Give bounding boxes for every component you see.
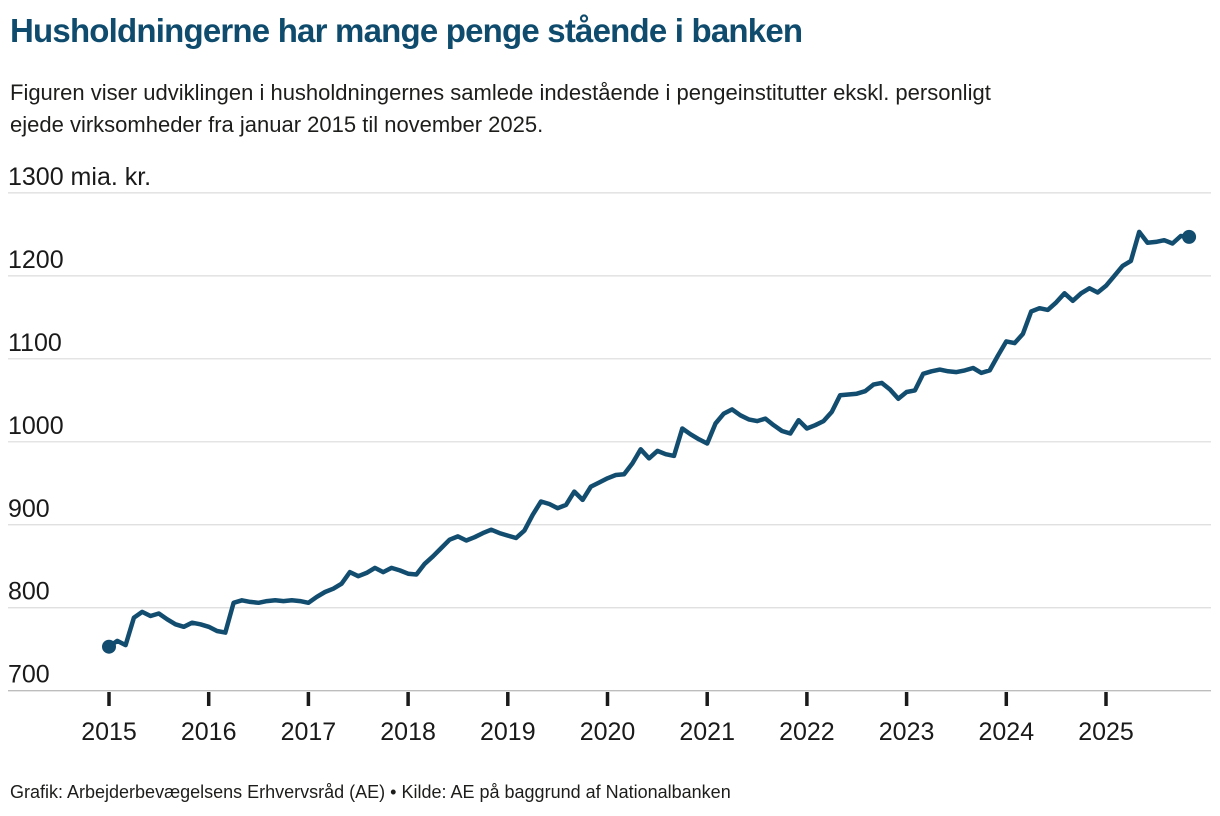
chart-subtitle: Figuren viser udviklingen i husholdninge… [10, 77, 991, 141]
x-axis-label: 2018 [380, 718, 436, 746]
chart-subtitle-line1: Figuren viser udviklingen i husholdninge… [10, 80, 991, 105]
y-axis-label: 1000 [8, 412, 64, 440]
x-axis-label: 2022 [779, 718, 835, 746]
x-axis-label: 2019 [480, 718, 536, 746]
y-axis-label: 700 [8, 661, 50, 689]
start-point-dot [102, 639, 116, 654]
chart-subtitle-line2: ejede virksomheder fra januar 2015 til n… [10, 112, 544, 137]
chart-title: Husholdningerne har mange penge stående … [10, 12, 803, 49]
y-axis-label: 1100 [8, 329, 62, 357]
y-axis-label: 900 [8, 495, 50, 523]
credit-source-line: Grafik: Arbejderbevægelsens Erhvervsråd … [10, 782, 731, 802]
end-point-dot [1182, 229, 1197, 244]
y-axis-label: 1200 [8, 246, 64, 274]
x-axis-label: 2023 [879, 718, 935, 746]
x-axis-label: 2020 [580, 718, 636, 746]
y-axis-label: 800 [8, 578, 50, 606]
x-axis-label: 2017 [281, 718, 337, 746]
x-axis-label: 2024 [978, 718, 1034, 746]
x-axis-label: 2021 [679, 718, 735, 746]
x-axis-label: 2016 [181, 718, 237, 746]
x-axis-label: 2025 [1078, 718, 1134, 746]
y-axis-label: 1300 mia. kr. [8, 163, 151, 191]
x-axis-label: 2015 [81, 718, 137, 746]
deposits-line [106, 229, 1192, 649]
